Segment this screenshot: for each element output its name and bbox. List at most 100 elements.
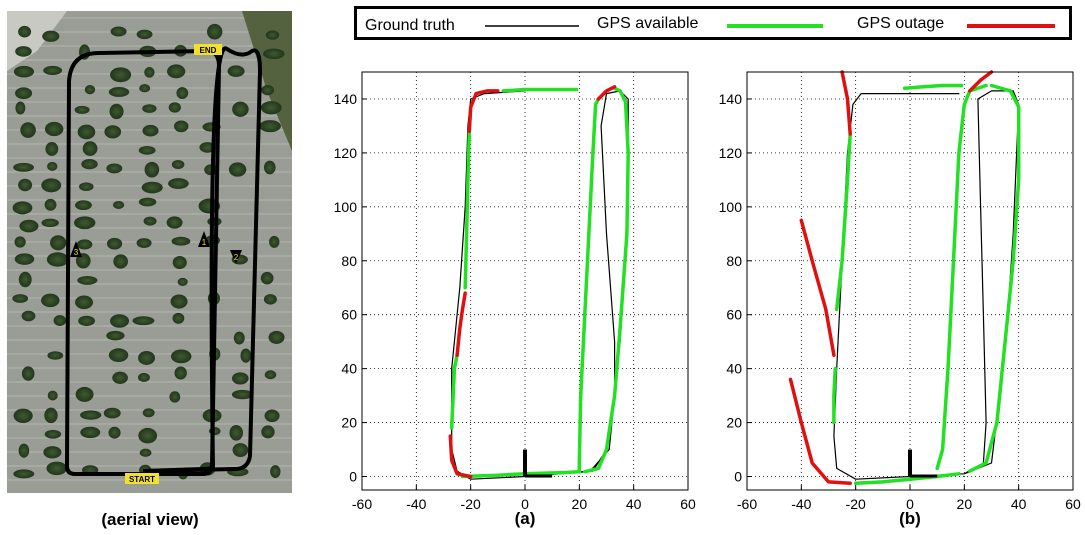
- tree: [132, 316, 155, 326]
- tree: [176, 87, 189, 100]
- aerial-view: 1 2 3 END START: [7, 11, 292, 493]
- tree: [170, 349, 192, 364]
- series-line-gps-available-b: [902, 83, 964, 90]
- series-line-gps-outage-b: [788, 377, 852, 486]
- direction-marker-1: 1: [198, 231, 210, 247]
- tree: [265, 30, 280, 40]
- legend: Ground truth GPS available GPS outage: [354, 6, 1072, 40]
- tree: [15, 87, 33, 100]
- origin-heading-a: [525, 474, 553, 478]
- tree: [138, 350, 156, 365]
- tree: [139, 448, 152, 457]
- x-tick-label-b: -40: [791, 496, 811, 512]
- tree: [47, 161, 58, 171]
- series-line-gps-outage-b: [968, 70, 994, 93]
- tree: [78, 315, 95, 327]
- tree: [81, 159, 98, 170]
- trajectory-chart-b: -60 -40 -20 0 20 40 60 0 20 40 60 80 100 120 140 (b): [719, 70, 1081, 528]
- svg-text:END: END: [200, 46, 217, 55]
- tree: [41, 293, 60, 308]
- origin-marker-b: [908, 449, 912, 477]
- tree: [171, 236, 191, 246]
- svg-text:2: 2: [234, 253, 239, 262]
- tree: [141, 181, 163, 194]
- tree: [46, 252, 69, 267]
- route-loop-inner: [142, 46, 262, 473]
- tree: [263, 160, 276, 175]
- y-tick-label-b: 60: [726, 307, 742, 323]
- tree: [18, 443, 30, 458]
- tree: [112, 371, 128, 384]
- tree: [110, 26, 127, 37]
- tree: [168, 178, 189, 189]
- tree: [13, 65, 34, 78]
- tree: [172, 256, 187, 270]
- tree: [108, 87, 130, 97]
- tree: [44, 198, 57, 211]
- tree: [113, 254, 128, 269]
- tree: [264, 409, 280, 423]
- tree: [269, 235, 280, 248]
- tree: [47, 390, 58, 401]
- series-line-gps-outage-a: [596, 85, 617, 101]
- tree: [84, 84, 96, 95]
- aerial-caption: (aerial view): [101, 510, 199, 529]
- y-tick-label-b: 0: [734, 469, 742, 485]
- tree: [41, 178, 62, 193]
- tree: [14, 253, 35, 265]
- tree: [138, 427, 158, 444]
- tree: [44, 429, 62, 439]
- tree: [143, 216, 157, 226]
- tree: [108, 426, 121, 439]
- tree-canopy: [12, 23, 285, 480]
- tree: [171, 159, 185, 170]
- y-tick-label-a: 120: [334, 145, 358, 161]
- y-tick-label-b: 120: [719, 145, 743, 161]
- tree: [261, 425, 275, 439]
- legend-label-gps-available: GPS available: [597, 15, 698, 32]
- end-tag: END: [194, 44, 222, 55]
- tree: [42, 30, 60, 42]
- x-tick-label-a: -20: [461, 496, 481, 512]
- tree: [74, 105, 90, 114]
- series-line-gps-available-a: [501, 87, 579, 93]
- tree: [136, 238, 152, 248]
- tree: [109, 103, 124, 120]
- tree: [21, 366, 35, 381]
- tree: [46, 461, 68, 476]
- tree: [12, 201, 33, 215]
- tree: [142, 408, 155, 418]
- tree: [232, 101, 249, 117]
- tree: [43, 65, 63, 75]
- x-tick-label-b: 60: [1065, 496, 1081, 512]
- tree: [47, 351, 64, 360]
- tree: [228, 162, 247, 177]
- tree: [104, 125, 122, 139]
- tree: [207, 23, 223, 40]
- y-tick-label-b: 100: [719, 199, 743, 215]
- series-line-gps-available-b: [853, 472, 961, 486]
- x-tick-label-b: 40: [1011, 496, 1027, 512]
- x-tick-label-a: 60: [680, 496, 696, 512]
- trajectory-chart-a: -60 -40 -20 0 20 40 60 0 20 40 60 80 100 120 140 (a): [334, 71, 696, 528]
- y-tick-label-a: 100: [334, 199, 358, 215]
- start-tag: START: [125, 473, 159, 484]
- plot-area-a: [362, 72, 688, 490]
- tree: [174, 120, 189, 133]
- tree: [50, 235, 67, 251]
- tree: [144, 161, 160, 178]
- tree: [13, 162, 34, 172]
- series-line-gps-available-a: [583, 86, 630, 474]
- tree: [227, 65, 245, 77]
- series-line-gps-available-a: [463, 129, 472, 290]
- series-line-gps-available-a: [577, 97, 601, 474]
- tree: [166, 216, 183, 229]
- tree: [75, 295, 94, 310]
- tree: [80, 410, 102, 420]
- tree: [231, 372, 249, 385]
- tree: [142, 104, 157, 113]
- tree: [41, 218, 59, 228]
- series-line-gps-available-b: [832, 366, 838, 425]
- tree: [113, 200, 125, 209]
- tree: [174, 366, 187, 380]
